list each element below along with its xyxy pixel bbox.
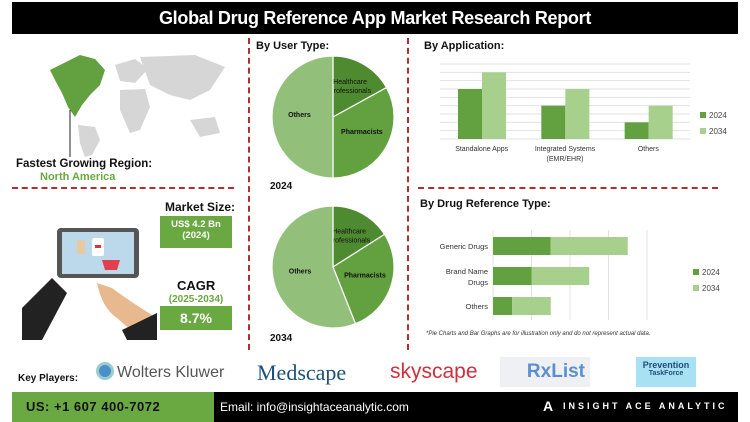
- pie-label: Professionals: [329, 88, 372, 95]
- pie-slice: [271, 55, 334, 179]
- pie-slice: [332, 86, 395, 179]
- bar: [458, 89, 482, 139]
- category-label: Others: [465, 302, 488, 311]
- bar: [493, 267, 532, 285]
- bar: [493, 297, 513, 315]
- pie-label: Healthcare: [332, 229, 366, 236]
- cagr-value: 8.7%: [160, 306, 232, 330]
- pie-label: Others: [288, 112, 311, 119]
- category-label: Drugs: [468, 278, 488, 287]
- pie-chart-2024: Healthcare Professionals Pharmacists Others: [271, 55, 395, 179]
- region-label: Fastest Growing Region:: [16, 158, 153, 170]
- footnote: *Pie Charts and Bar Graphs are for illus…: [426, 331, 651, 337]
- pie-label: Healthcare: [333, 79, 367, 86]
- footer-bar: [214, 392, 738, 422]
- application-title: By Application:: [424, 40, 505, 52]
- page-title: Global Drug Reference App Market Researc…: [12, 2, 738, 34]
- bar: [550, 237, 628, 255]
- legend-swatch: [700, 112, 706, 118]
- logo-text: TaskForce: [648, 370, 684, 377]
- bar: [624, 122, 649, 139]
- category-label: Integrated Systems: [535, 146, 596, 153]
- logo-rxlist: RxList: [500, 357, 590, 387]
- category-label: Generic Drugs: [440, 242, 489, 251]
- bar: [565, 89, 590, 139]
- legend-label: 2034: [709, 127, 727, 136]
- category-label: Others: [638, 146, 660, 153]
- logo-skyscape: skyscape: [390, 360, 478, 383]
- legend-swatch: [693, 285, 699, 291]
- pie-slice: [332, 233, 395, 325]
- application-bar-chart: Standalone Apps Integrated Systems (EMR/EH…: [440, 63, 727, 163]
- email[interactable]: Email: info@insightaceanalytic.com: [220, 400, 409, 414]
- drug-type-bar-chart: Generic Drugs Brand Name Drugs Others 2024 20…: [440, 230, 720, 320]
- brand-name: INSIGHT ACE ANALYTIC: [563, 401, 728, 411]
- legend-label: 2024: [709, 111, 727, 120]
- cagr-period: (2025-2034): [168, 294, 224, 305]
- logo-medscape: Medscape: [257, 360, 347, 385]
- pie-label: Pharmacists: [344, 272, 386, 279]
- pie-label: Professionals: [328, 238, 371, 245]
- bar: [541, 105, 566, 139]
- brand-logo-icon: A: [543, 398, 554, 414]
- phone-number: US: +1 607 400-7072: [12, 392, 214, 422]
- category-label: (EMR/EHR): [547, 156, 584, 163]
- key-players-label: Key Players:: [18, 373, 79, 384]
- pie-chart-2034: Healthcare Professionals Pharmacists Others: [271, 205, 395, 329]
- pie-caption-2034: 2034: [270, 333, 293, 344]
- north-america-region: [55, 55, 105, 117]
- logo-text: Prevention: [642, 360, 690, 370]
- category-label: Standalone Apps: [455, 146, 508, 153]
- market-size-label: Market Size:: [165, 200, 236, 214]
- legend-swatch: [700, 128, 706, 134]
- bar: [512, 297, 551, 315]
- divider: [248, 38, 250, 350]
- legend-swatch: [693, 269, 699, 275]
- legend-label: 2024: [702, 268, 720, 277]
- divider: [407, 38, 409, 350]
- bar: [482, 72, 506, 139]
- pie-slice: [332, 205, 386, 269]
- logo-wolters-kluwer: Wolters Kluwer: [117, 364, 225, 381]
- pie-label: Others: [289, 268, 312, 275]
- market-size-year: (2024): [182, 230, 210, 241]
- region-value: North America: [40, 171, 116, 183]
- bar: [648, 105, 673, 139]
- pie-label: Pharmacists: [341, 129, 383, 136]
- pie-slice: [271, 205, 357, 329]
- logo-prevention-taskforce: Prevention TaskForce: [636, 357, 696, 387]
- bar: [493, 237, 551, 255]
- tablet-illustration: [22, 228, 157, 340]
- world-map: [50, 55, 225, 157]
- bar: [531, 267, 590, 285]
- wolters-kluwer-icon: [96, 362, 114, 380]
- cagr-label: CAGR: [177, 278, 216, 293]
- pie-caption-2024: 2024: [270, 181, 293, 192]
- divider: [418, 187, 718, 189]
- drug-type-title: By Drug Reference Type:: [420, 198, 551, 210]
- category-label: Brand Name: [446, 267, 488, 276]
- market-size-value: US$ 4.2 Bn: [171, 219, 221, 230]
- divider: [12, 187, 234, 189]
- pie-slice: [332, 55, 388, 119]
- legend-label: 2034: [702, 284, 720, 293]
- user-type-title: By User Type:: [256, 40, 330, 52]
- market-size-box: US$ 4.2 Bn (2024): [160, 216, 232, 248]
